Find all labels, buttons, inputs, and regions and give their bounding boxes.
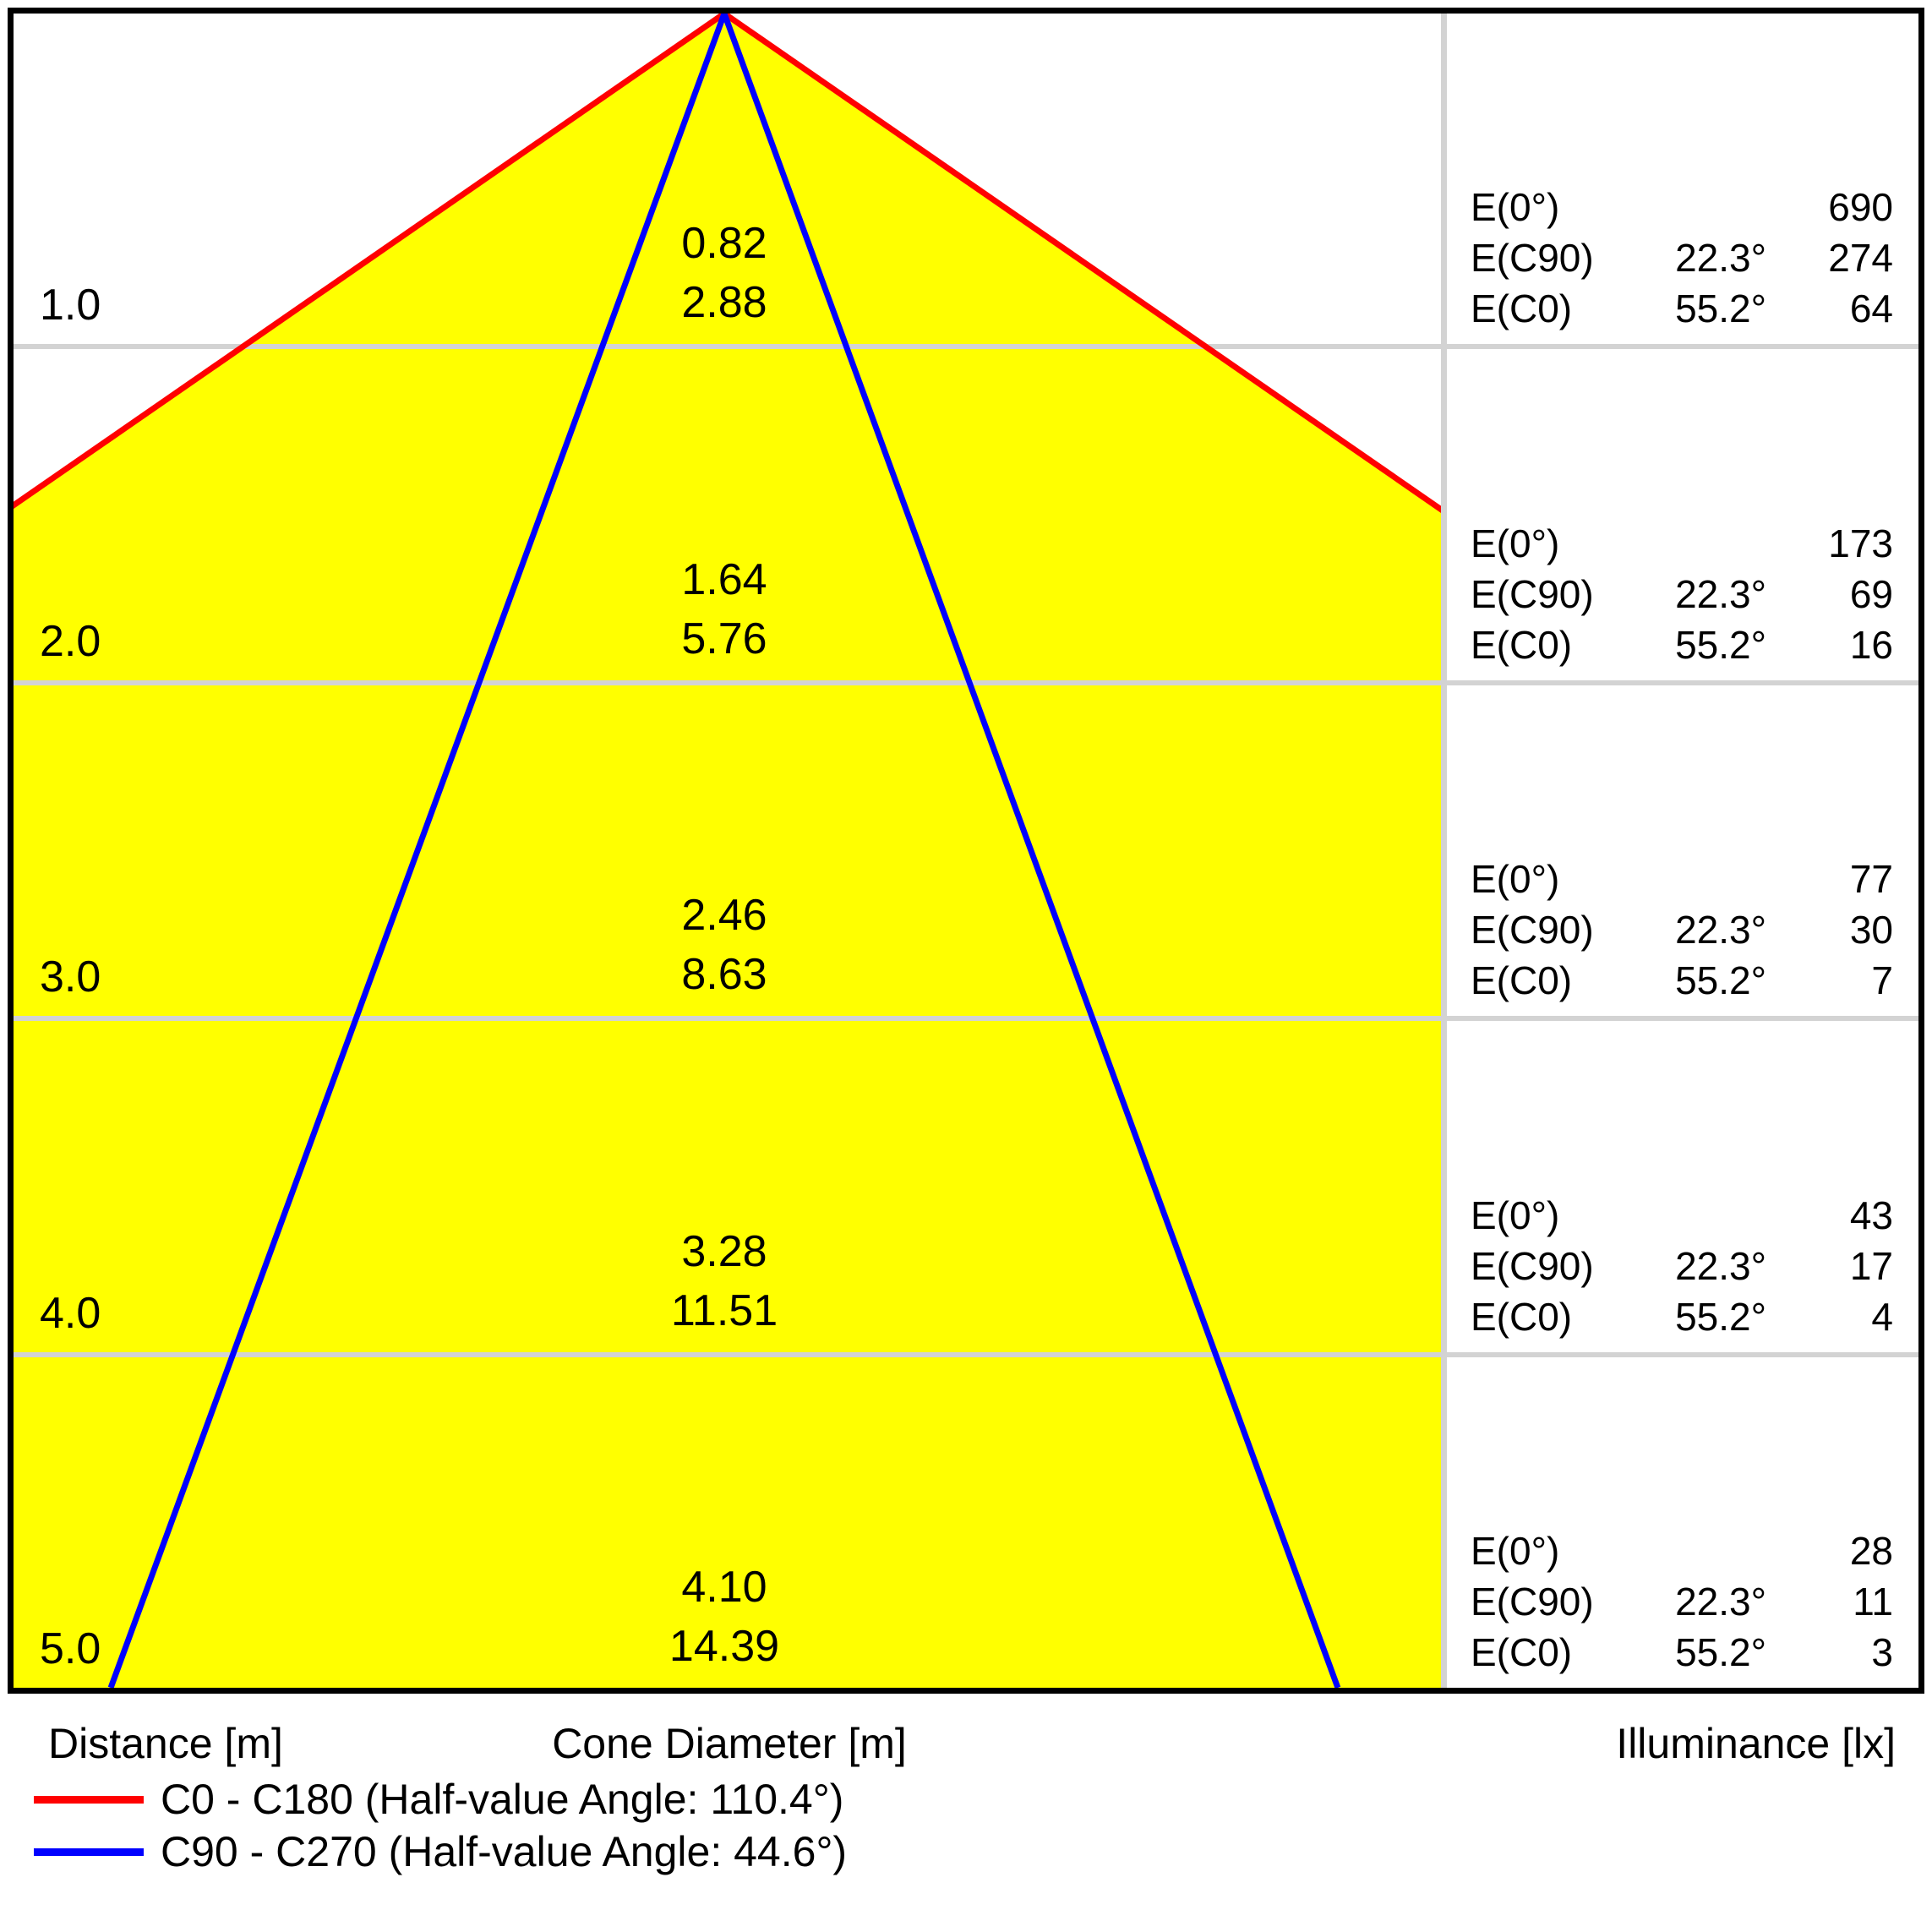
cone-diameter-labels: 4.10 14.39 bbox=[669, 1558, 779, 1676]
ec0-label: E(C0) bbox=[1471, 287, 1573, 331]
e0-angle bbox=[1665, 1525, 1766, 1576]
ec90-label: E(C90) bbox=[1471, 571, 1594, 616]
e0-angle bbox=[1665, 1190, 1766, 1241]
distance-rows: 1.0 0.82 2.88 E(0°) 690 E(C90) 22.3° 274… bbox=[14, 14, 1918, 1688]
ec90-value: 69 bbox=[1849, 571, 1893, 616]
cone-fill-area bbox=[14, 14, 1441, 1688]
cone-diameter-labels: 2.46 8.63 bbox=[681, 886, 767, 1004]
row-2m: 2.0 1.64 5.76 E(0°) 173 E(C90) 22.3° 69 … bbox=[14, 349, 1918, 685]
ec0-angle: 55.2° bbox=[1675, 958, 1766, 1003]
ec0-label: E(C0) bbox=[1471, 1630, 1573, 1675]
e0-value: 77 bbox=[1849, 857, 1893, 902]
cone-diameter-c90-value: 1.64 bbox=[681, 554, 767, 604]
ec0-value: 64 bbox=[1849, 287, 1893, 331]
diagram-frame: 1.0 0.82 2.88 E(0°) 690 E(C90) 22.3° 274… bbox=[8, 8, 1924, 1694]
distance-label: 5.0 bbox=[40, 1624, 101, 1674]
legend: C0 - C180 (Half-value Angle: 110.4°) C90… bbox=[34, 1773, 847, 1878]
c90-c270-line-left bbox=[107, 14, 728, 1688]
illuminance-axis-label: Illuminance [lx] bbox=[1616, 1720, 1896, 1767]
cone-diameter-c90-value: 2.46 bbox=[681, 891, 767, 941]
row-5m: 5.0 4.10 14.39 E(0°) 28 E(C90) 22.3° 11 … bbox=[14, 1357, 1918, 1688]
cone-diameter-c90-value: 0.82 bbox=[681, 219, 767, 269]
e0-label: E(0°) bbox=[1471, 185, 1560, 230]
ec0-value: 7 bbox=[1871, 958, 1893, 1003]
ec0-label: E(C0) bbox=[1471, 622, 1573, 667]
chart-panel-divider bbox=[1441, 14, 1447, 1688]
cone-diameter-c0-value: 5.76 bbox=[681, 614, 767, 663]
ec90-value: 17 bbox=[1849, 1243, 1893, 1288]
e0-angle bbox=[1665, 182, 1766, 232]
ec90-angle: 22.3° bbox=[1675, 1580, 1766, 1624]
e0-value: 173 bbox=[1828, 521, 1893, 565]
ec90-label: E(C90) bbox=[1471, 1243, 1594, 1288]
distance-axis-label: Distance [m] bbox=[48, 1720, 283, 1767]
legend-item-c90: C90 - C270 (Half-value Angle: 44.6°) bbox=[34, 1826, 847, 1878]
ec90-value: 30 bbox=[1849, 908, 1893, 952]
cone-fill-plot bbox=[14, 14, 1441, 1688]
e0-angle bbox=[1665, 854, 1766, 904]
cone-diameter-labels: 3.28 11.51 bbox=[671, 1222, 778, 1340]
e0-value: 43 bbox=[1849, 1192, 1893, 1237]
c90-legend-label: C90 - C270 (Half-value Angle: 44.6°) bbox=[161, 1828, 848, 1875]
ec0-value: 3 bbox=[1871, 1630, 1893, 1675]
illuminance-block: E(0°) 173 E(C90) 22.3° 69 E(C0) 55.2° 16 bbox=[1447, 518, 1918, 670]
row-1m: 1.0 0.82 2.88 E(0°) 690 E(C90) 22.3° 274… bbox=[14, 14, 1918, 350]
e0-angle bbox=[1665, 518, 1766, 569]
illuminance-block: E(0°) 43 E(C90) 22.3° 17 E(C0) 55.2° 4 bbox=[1447, 1190, 1918, 1342]
cone-diameter-labels: 1.64 5.76 bbox=[681, 550, 767, 669]
c0-line-swatch bbox=[34, 1795, 144, 1804]
cone-diameter-c0-value: 14.39 bbox=[669, 1622, 780, 1672]
cone-diameter-c0-value: 2.88 bbox=[681, 278, 767, 328]
e0-label: E(0°) bbox=[1471, 521, 1560, 565]
legend-item-c0: C0 - C180 (Half-value Angle: 110.4°) bbox=[34, 1773, 847, 1826]
cone-diameter-c0-value: 8.63 bbox=[681, 950, 767, 1000]
cone-diameter-c90-value: 3.28 bbox=[681, 1226, 767, 1276]
ec0-label: E(C0) bbox=[1471, 958, 1573, 1003]
e0-label: E(0°) bbox=[1471, 1529, 1560, 1574]
distance-label: 1.0 bbox=[40, 281, 101, 330]
illuminance-block: E(0°) 690 E(C90) 22.3° 274 E(C0) 55.2° 6… bbox=[1447, 182, 1918, 334]
ec90-label: E(C90) bbox=[1471, 908, 1594, 952]
ec0-value: 16 bbox=[1849, 622, 1893, 667]
c0-legend-label: C0 - C180 (Half-value Angle: 110.4°) bbox=[161, 1776, 844, 1823]
e0-label: E(0°) bbox=[1471, 857, 1560, 902]
cone-diameter-axis-label: Cone Diameter [m] bbox=[552, 1720, 907, 1767]
illuminance-block: E(0°) 77 E(C90) 22.3° 30 E(C0) 55.2° 7 bbox=[1447, 854, 1918, 1006]
cone-lines-plot bbox=[14, 14, 1441, 1688]
distance-label: 4.0 bbox=[40, 1288, 101, 1338]
row-3m: 3.0 2.46 8.63 E(0°) 77 E(C90) 22.3° 30 E… bbox=[14, 685, 1918, 1022]
ec0-angle: 55.2° bbox=[1675, 287, 1766, 331]
e0-label: E(0°) bbox=[1471, 1192, 1560, 1237]
row-4m: 4.0 3.28 11.51 E(0°) 43 E(C90) 22.3° 17 … bbox=[14, 1021, 1918, 1357]
c0-c180-line-right bbox=[723, 14, 1441, 513]
cone-diameter-c0-value: 11.51 bbox=[670, 1285, 778, 1335]
ec90-angle: 22.3° bbox=[1675, 1243, 1766, 1288]
cone-diameter-c90-value: 4.10 bbox=[681, 1563, 767, 1613]
ec0-angle: 55.2° bbox=[1675, 1630, 1766, 1675]
ec90-angle: 22.3° bbox=[1675, 571, 1766, 616]
ec0-angle: 55.2° bbox=[1675, 1294, 1766, 1339]
ec90-value: 11 bbox=[1853, 1580, 1893, 1624]
ec0-angle: 55.2° bbox=[1675, 622, 1766, 667]
distance-label: 2.0 bbox=[40, 616, 101, 666]
distance-label: 3.0 bbox=[40, 952, 101, 1002]
ec90-angle: 22.3° bbox=[1675, 908, 1766, 952]
cone-diameter-labels: 0.82 2.88 bbox=[681, 214, 767, 332]
ec0-value: 4 bbox=[1871, 1294, 1893, 1339]
e0-value: 28 bbox=[1849, 1529, 1893, 1574]
c90-line-swatch bbox=[34, 1847, 144, 1856]
ec90-angle: 22.3° bbox=[1675, 236, 1766, 281]
c0-c180-line-left bbox=[14, 14, 726, 510]
illuminance-block: E(0°) 28 E(C90) 22.3° 11 E(C0) 55.2° 3 bbox=[1447, 1525, 1918, 1678]
ec0-label: E(C0) bbox=[1471, 1294, 1573, 1339]
ec90-label: E(C90) bbox=[1471, 236, 1594, 281]
ec90-label: E(C90) bbox=[1471, 1580, 1594, 1624]
e0-value: 690 bbox=[1828, 185, 1893, 230]
ec90-value: 274 bbox=[1828, 236, 1893, 281]
c90-c270-line-right bbox=[721, 14, 1341, 1688]
